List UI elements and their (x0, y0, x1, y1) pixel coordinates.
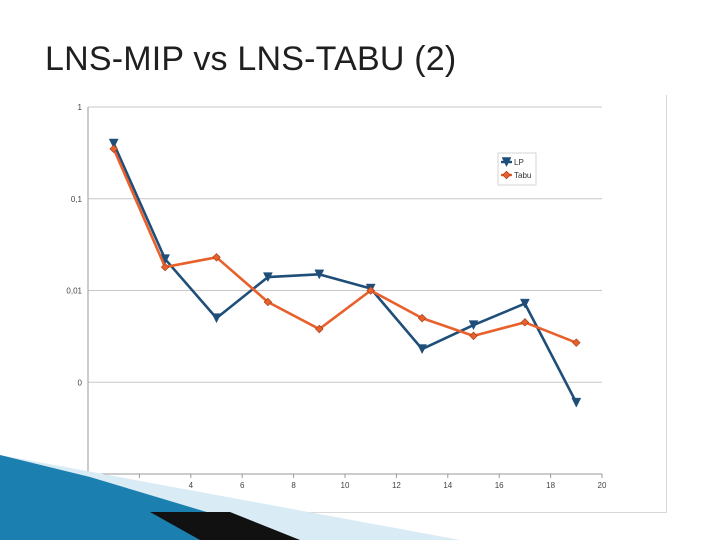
x-tick-label: 10 (341, 481, 350, 490)
data-point-tabu (417, 313, 427, 323)
data-point-tabu (572, 338, 581, 347)
y-tick-label: 0,1 (71, 195, 83, 204)
x-tick-label: 8 (291, 481, 296, 490)
series-layer (108, 138, 582, 408)
data-point-tabu (469, 331, 478, 341)
series-lp (108, 138, 582, 408)
series-line-tabu (112, 148, 577, 344)
y-tick-label: 0 (78, 378, 83, 387)
x-tick-label: 14 (443, 481, 452, 490)
slide-title: LNS-MIP vs LNS-TABU (2) (45, 40, 457, 78)
data-point-lp (468, 320, 479, 331)
deco-band-black (150, 512, 300, 540)
corner-decoration (0, 455, 460, 540)
data-point-tabu (212, 253, 221, 262)
y-tick-label: 0,01 (66, 287, 82, 296)
data-point-tabu (160, 262, 170, 272)
data-point-lp (417, 344, 428, 355)
x-tick-label: 12 (392, 481, 401, 490)
legend-label-lp: LP (514, 158, 524, 167)
data-point-lp (262, 272, 273, 283)
series-line-lp (112, 142, 578, 404)
data-point-tabu (520, 318, 530, 327)
data-point-tabu (109, 144, 118, 154)
data-point-lp (108, 138, 119, 149)
x-tick-label: 16 (495, 481, 504, 490)
x-tick-label: 4 (189, 481, 194, 490)
data-point-lp (571, 397, 582, 408)
legend-marker-tabu (502, 170, 511, 180)
x-tick-label: 6 (240, 481, 245, 490)
data-point-tabu (263, 297, 273, 307)
data-point-lp (314, 269, 325, 280)
x-tick-label: 20 (598, 481, 607, 490)
legend-label-tabu: Tabu (514, 171, 531, 180)
series-tabu (109, 144, 581, 347)
legend-marker-lp (501, 157, 512, 168)
data-point-tabu (315, 324, 324, 334)
data-point-tabu (366, 286, 375, 295)
x-tick-label: 18 (546, 481, 555, 490)
legend: LP Tabu (497, 152, 537, 186)
data-point-lp (211, 313, 222, 324)
y-tick-label: 1 (78, 103, 83, 112)
data-point-lp (519, 298, 530, 309)
